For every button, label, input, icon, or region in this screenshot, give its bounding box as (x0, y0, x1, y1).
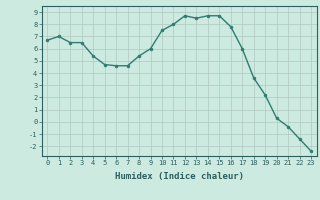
X-axis label: Humidex (Indice chaleur): Humidex (Indice chaleur) (115, 172, 244, 181)
